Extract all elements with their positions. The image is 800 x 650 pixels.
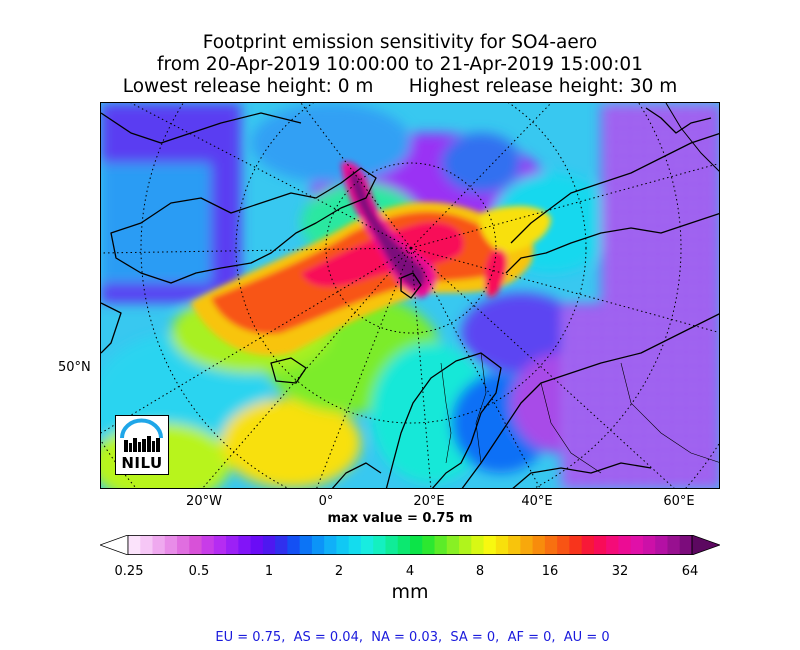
colorbar-swatch xyxy=(655,535,669,555)
colorbar-swatch xyxy=(336,535,350,555)
colorbar-tick-label: 64 xyxy=(681,564,699,579)
colorbar-swatch xyxy=(373,535,387,555)
colorbar-swatch xyxy=(667,535,681,555)
colorbar-swatch xyxy=(410,535,423,555)
footprint-map-canvas xyxy=(101,103,719,488)
colorbar-swatch xyxy=(238,535,252,555)
colorbar-swatch xyxy=(324,535,338,555)
colorbar-swatch xyxy=(275,535,288,555)
colorbar-swatch xyxy=(618,535,632,555)
colorbar-swatch xyxy=(495,535,509,555)
colorbar-swatch xyxy=(569,535,583,555)
colorbar-tick-label: 0.5 xyxy=(188,564,210,579)
nilu-logo: NILU xyxy=(115,415,169,475)
coastlines xyxy=(101,107,719,488)
colorbar-swatch xyxy=(508,535,521,555)
colorbar-swatch xyxy=(483,535,497,555)
country-borders xyxy=(440,352,719,474)
colorbar-tick-label: 32 xyxy=(611,564,629,579)
colorbar-tick-label: 0.25 xyxy=(114,564,144,579)
horizon-edge xyxy=(665,103,719,172)
colorbar-tick-label: 4 xyxy=(405,564,415,579)
colorbar-swatch xyxy=(311,535,325,555)
colorbar xyxy=(100,535,720,555)
longitude-label-20w: 20°W xyxy=(186,494,222,509)
colorbar-swatch xyxy=(471,535,485,555)
longitude-label-40e: 40°E xyxy=(521,494,553,509)
colorbar-tick-label: 8 xyxy=(475,564,485,579)
colorbar-swatch xyxy=(532,535,546,555)
colorbar-swatch xyxy=(422,535,436,555)
max-value-label: max value = 0.75 m xyxy=(327,511,473,526)
colorbar-swatch xyxy=(397,535,411,555)
colorbar-unit-label: mm xyxy=(391,581,429,603)
colorbar-swatch xyxy=(177,535,190,555)
colorbar-outline xyxy=(127,535,693,555)
colorbar-swatch xyxy=(262,535,276,555)
colorbar-over-arrow xyxy=(691,535,720,555)
map-title-line-2: from 20-Apr-2019 10:00:00 to 21-Apr-2019… xyxy=(157,54,643,75)
colorbar-swatch xyxy=(593,535,607,555)
colorbar-swatch xyxy=(189,535,203,555)
colorbar-swatch xyxy=(459,535,472,555)
colorbar-swatch xyxy=(520,535,534,555)
nilu-logo-graphic xyxy=(120,418,163,452)
colorbar-swatch xyxy=(446,535,460,555)
colorbar-swatch xyxy=(642,535,656,555)
colorbar-swatch xyxy=(348,535,362,555)
colorbar-swatch xyxy=(287,535,301,555)
colorbar-swatch xyxy=(630,535,644,555)
colorbar-swatch xyxy=(606,535,620,555)
longitude-label-60e: 60°E xyxy=(663,494,695,509)
colorbar-swatch xyxy=(385,535,399,555)
colorbar-under-arrow xyxy=(100,535,129,555)
colorbar-swatch xyxy=(679,535,693,555)
regional-summary: EU = 0.75, AS = 0.04, NA = 0.03, SA = 0,… xyxy=(215,630,610,645)
nilu-logo-text: NILU xyxy=(121,454,163,472)
colorbar-swatch xyxy=(201,535,215,555)
colorbar-swatch xyxy=(544,535,558,555)
map-title-line-3: Lowest release height: 0 m Highest relea… xyxy=(122,76,678,97)
longitude-label-0: 0° xyxy=(318,494,334,509)
colorbar-tick-label: 1 xyxy=(264,564,274,579)
footprint-map: NILU xyxy=(100,102,720,489)
colorbar-swatch xyxy=(152,535,166,555)
colorbar-swatch xyxy=(434,535,448,555)
map-title-line-1: Footprint emission sensitivity for SO4-a… xyxy=(202,32,598,53)
colorbar-swatch xyxy=(213,535,227,555)
colorbar-swatch xyxy=(250,535,264,555)
latitude-label-50n: 50°N xyxy=(58,360,91,375)
colorbar-swatch xyxy=(581,535,595,555)
colorbar-swatch xyxy=(226,535,239,555)
colorbar-swatch xyxy=(299,535,313,555)
colorbar-swatch xyxy=(164,535,178,555)
colorbar-swatch xyxy=(128,535,141,555)
colorbar-swatch xyxy=(140,535,154,555)
colorbar-tick-label: 16 xyxy=(541,564,559,579)
longitude-label-20e: 20°E xyxy=(413,494,445,509)
emission-plume xyxy=(191,162,551,356)
colorbar-tick-label: 2 xyxy=(334,564,344,579)
graticule xyxy=(101,103,719,488)
colorbar-swatch xyxy=(360,535,374,555)
colorbar-swatch xyxy=(557,535,570,555)
